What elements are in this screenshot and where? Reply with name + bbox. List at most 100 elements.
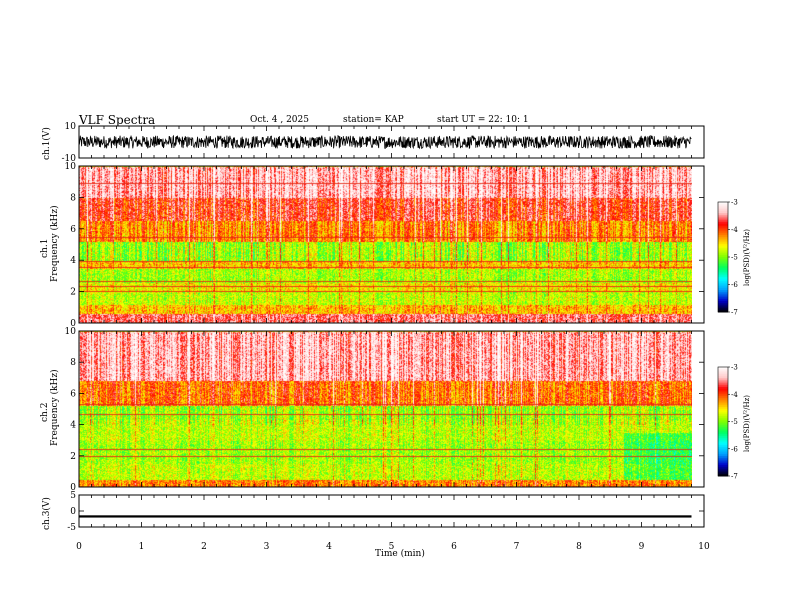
colorbar-swatch — [718, 224, 728, 227]
colorbar-tick-label: -4 — [731, 391, 738, 399]
colorbar-swatch — [718, 225, 728, 229]
colorbar-swatch — [718, 410, 728, 413]
colorbar-swatch — [718, 271, 728, 274]
colorbar-swatch — [718, 260, 728, 263]
colorbar-swatch — [718, 205, 728, 208]
colorbar-swatch — [718, 426, 728, 430]
colorbar-tick-label: -5 — [731, 254, 738, 262]
x-tick-label: 4 — [326, 542, 332, 552]
colorbar-swatch — [718, 304, 728, 307]
colorbar-swatch — [718, 397, 728, 401]
ch1-spectrogram-image — [79, 166, 692, 323]
colorbar-swatch — [718, 295, 728, 298]
colorbar-swatch — [718, 432, 728, 435]
colorbar-swatch — [718, 379, 728, 383]
colorbar-swatch — [718, 474, 728, 477]
colorbar-swatch — [718, 246, 728, 249]
colorbar-swatch — [718, 275, 728, 278]
colorbar-tick-label: -7 — [731, 309, 738, 317]
chart-title: VLF Spectra — [79, 113, 156, 127]
colorbar-swatch — [718, 466, 728, 470]
colorbar-swatch — [718, 408, 728, 412]
colorbar-swatch — [718, 390, 728, 393]
colorbar-swatch — [718, 310, 728, 313]
colorbar-swatch — [718, 441, 728, 444]
colorbar-swatch — [718, 251, 728, 254]
colorbar-swatch — [718, 231, 728, 234]
colorbar-swatch — [718, 421, 728, 424]
colorbar-swatch — [718, 220, 728, 223]
colorbar-swatch — [718, 291, 728, 295]
colorbar-swatch — [718, 253, 728, 256]
colorbar-swatch — [718, 306, 728, 309]
colorbar-swatch — [718, 370, 728, 373]
colorbar-swatch — [718, 414, 728, 417]
ch1-waveform-line — [78, 134, 692, 150]
colorbar-swatch — [718, 207, 728, 210]
colorbar-swatch — [718, 468, 728, 472]
colorbar-swatch — [718, 386, 728, 390]
colorbar-swatch — [718, 258, 728, 262]
colorbar-swatch — [718, 388, 728, 392]
colorbar-swatch — [718, 279, 728, 282]
colorbar-swatch — [718, 368, 728, 372]
x-tick-label: 10 — [698, 542, 710, 552]
colorbar-swatch — [718, 209, 728, 212]
ch3-waveform-line — [79, 515, 692, 518]
colorbar-swatch — [718, 214, 728, 218]
colorbar-swatch — [718, 423, 728, 426]
colorbar-swatch — [718, 293, 728, 296]
y-tick-label: -10 — [62, 154, 77, 164]
colorbar-swatch — [718, 216, 728, 219]
colorbar-swatch — [718, 383, 728, 386]
colorbar-swatch — [718, 282, 728, 285]
colorbar-swatch — [718, 374, 728, 377]
colorbar-swatch — [718, 430, 728, 433]
y-tick-label: 10 — [65, 122, 77, 132]
y-tick-label: 4 — [70, 421, 76, 431]
colorbar-swatch — [718, 238, 728, 241]
colorbar-swatch — [718, 443, 728, 446]
y-tick-label: 5 — [70, 491, 76, 501]
colorbar-swatch — [718, 419, 728, 422]
colorbar-swatch — [718, 213, 728, 216]
station-label: station= KAP — [343, 115, 404, 125]
y-tick-label: 2 — [70, 452, 76, 462]
colorbar-swatch — [718, 367, 728, 370]
y-tick-label: 8 — [70, 193, 76, 203]
colorbar-swatch — [718, 465, 728, 468]
y-tick-label: 6 — [70, 225, 76, 235]
colorbar-swatch — [718, 381, 728, 384]
colorbar-swatch — [718, 461, 728, 464]
colorbar-swatch — [718, 401, 728, 404]
x-axis-label: Time (min) — [375, 549, 425, 559]
colorbar-swatch — [718, 203, 728, 207]
colorbar-tick-label: -7 — [731, 473, 738, 481]
colorbar-swatch — [718, 472, 728, 475]
colorbar-swatch — [718, 286, 728, 289]
colorbar-tick-label: -5 — [731, 418, 738, 426]
colorbar-swatch — [718, 417, 728, 421]
colorbar-swatch — [718, 437, 728, 441]
colorbar-swatch — [718, 448, 728, 452]
y-tick-label: 0 — [70, 483, 76, 493]
x-tick-label: 2 — [201, 542, 207, 552]
colorbar-swatch — [718, 463, 728, 466]
colorbar-swatch — [718, 218, 728, 221]
colorbar-swatch — [718, 266, 728, 269]
colorbar-swatch — [718, 454, 728, 457]
colorbar-swatch — [718, 222, 728, 225]
colorbar-swatch — [718, 372, 728, 375]
colorbar-swatch — [718, 290, 728, 293]
colorbar-tick-label: -6 — [731, 445, 738, 453]
y-tick-label: 6 — [70, 389, 76, 399]
colorbar-swatch — [718, 452, 728, 455]
colorbar-swatch — [718, 446, 728, 450]
colorbar-swatch — [718, 392, 728, 395]
colorbar-swatch — [718, 299, 728, 302]
colorbar-swatch — [718, 302, 728, 306]
colorbar-swatch — [718, 459, 728, 462]
colorbar-swatch — [718, 211, 728, 214]
colorbar-swatch — [718, 470, 728, 473]
colorbar-swatch — [718, 456, 728, 459]
